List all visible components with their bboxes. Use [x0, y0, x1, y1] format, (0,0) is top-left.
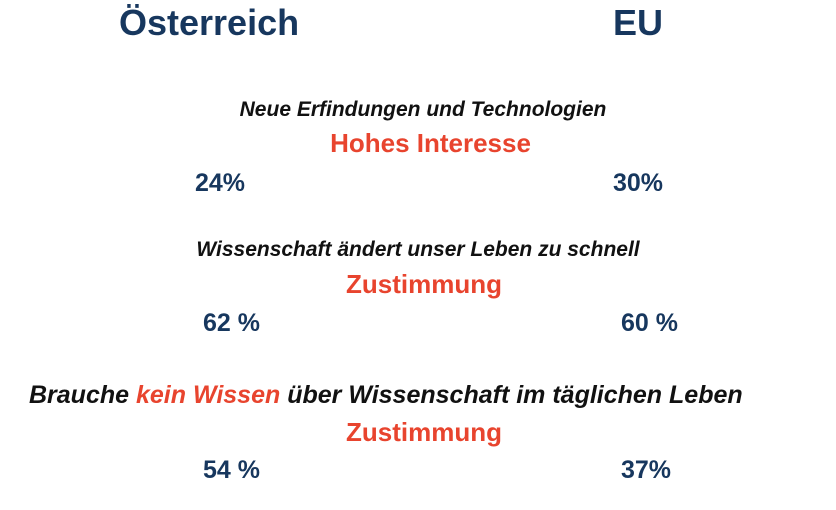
value-eu-1: 30% — [613, 169, 664, 197]
statement-3-highlight: kein Wissen — [135, 381, 281, 409]
value-austria-3: 54 % — [203, 456, 260, 484]
header-eu: EU — [613, 2, 664, 43]
statement-2: Wissenschaft ändert unser Leben zu schne… — [196, 238, 640, 261]
value-eu-3: 37% — [621, 456, 672, 484]
header-austria: Österreich — [119, 2, 300, 43]
measure-3: Zustimmung — [346, 417, 502, 447]
statement-3-after: über Wissenschaft im täglichen Leben — [280, 381, 743, 409]
value-austria-1: 24% — [195, 169, 246, 197]
statement-3: Brauche kein Wissen über Wissenschaft im… — [29, 381, 743, 410]
statement-1: Neue Erfindungen und Technologien — [239, 98, 607, 121]
statement-3-before: Brauche — [29, 381, 136, 409]
value-austria-2: 62 % — [203, 309, 260, 337]
value-eu-2: 60 % — [621, 309, 678, 337]
measure-1: Hohes Interesse — [330, 128, 531, 158]
measure-2: Zustimmung — [346, 269, 502, 299]
